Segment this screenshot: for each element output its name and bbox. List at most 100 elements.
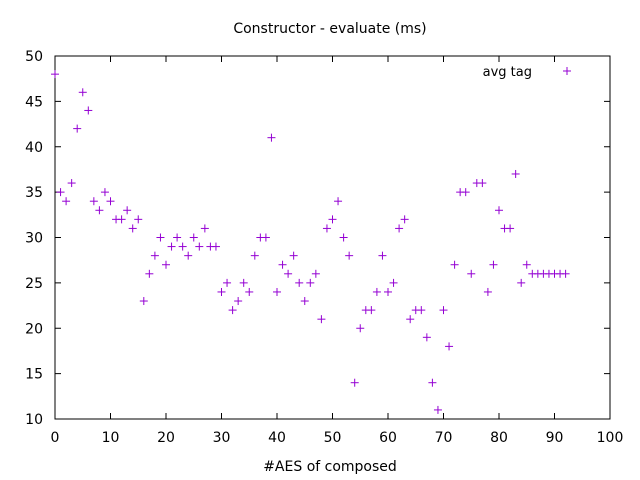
data-point bbox=[89, 197, 98, 206]
data-point bbox=[56, 188, 65, 197]
x-axis-label: #AES of composed bbox=[263, 459, 397, 475]
data-point bbox=[384, 287, 392, 296]
x-tick-label: 60 bbox=[379, 430, 397, 446]
x-tick-label: 70 bbox=[435, 430, 453, 446]
data-point bbox=[189, 233, 198, 242]
data-point bbox=[389, 278, 398, 287]
legend-marker bbox=[563, 67, 571, 75]
data-point bbox=[284, 269, 293, 278]
data-point bbox=[73, 124, 82, 133]
tick-labels: 0 10 20 30 40 50 60 70 80 90 100 10 15 20 25 30 35 40 45 50 bbox=[25, 49, 623, 446]
x-tick-label: 10 bbox=[102, 430, 120, 446]
data-point bbox=[134, 215, 143, 224]
data-point bbox=[517, 278, 526, 287]
data-point bbox=[311, 269, 320, 278]
data-point bbox=[250, 251, 259, 260]
data-point bbox=[211, 242, 220, 251]
data-point bbox=[223, 278, 232, 287]
y-tick-label: 40 bbox=[25, 140, 43, 156]
data-point bbox=[178, 242, 187, 251]
data-point bbox=[62, 197, 71, 206]
data-point bbox=[372, 287, 381, 296]
y-tick-label: 10 bbox=[25, 412, 43, 428]
data-point bbox=[428, 378, 437, 387]
data-point bbox=[350, 378, 359, 387]
data-point bbox=[317, 315, 326, 324]
data-point bbox=[506, 224, 515, 233]
x-tick-label: 80 bbox=[490, 430, 508, 446]
data-point bbox=[289, 251, 298, 260]
data-point bbox=[123, 206, 132, 215]
y-tick-label: 45 bbox=[25, 94, 43, 110]
data-point bbox=[345, 251, 354, 260]
data-point bbox=[367, 306, 376, 315]
axis-ticks bbox=[54, 55, 611, 420]
data-point bbox=[195, 242, 204, 251]
x-tick-label: 50 bbox=[324, 430, 342, 446]
data-point bbox=[467, 269, 476, 278]
data-point bbox=[406, 315, 415, 324]
data-point bbox=[100, 188, 109, 197]
x-tick-label: 40 bbox=[268, 430, 286, 446]
plot-area-frame bbox=[54, 55, 611, 420]
data-point bbox=[483, 287, 492, 296]
data-point bbox=[417, 306, 426, 315]
data-point bbox=[234, 297, 243, 306]
data-point bbox=[162, 260, 170, 269]
y-tick-label: 20 bbox=[25, 321, 43, 337]
data-point bbox=[78, 88, 87, 97]
legend: avg tag bbox=[483, 65, 571, 80]
data-point bbox=[522, 260, 531, 269]
data-point bbox=[356, 324, 365, 333]
data-point bbox=[278, 260, 287, 269]
data-point bbox=[106, 197, 115, 206]
data-point bbox=[339, 233, 348, 242]
data-point bbox=[145, 269, 154, 278]
legend-label-avg-tag: avg tag bbox=[483, 65, 532, 80]
data-point bbox=[295, 278, 304, 287]
data-point bbox=[450, 260, 459, 269]
data-point bbox=[167, 242, 176, 251]
data-point bbox=[228, 306, 237, 315]
data-point bbox=[328, 215, 337, 224]
data-point bbox=[217, 287, 226, 296]
x-tick-label: 30 bbox=[213, 430, 231, 446]
data-point bbox=[245, 287, 254, 296]
x-tick-label: 90 bbox=[546, 430, 564, 446]
data-point bbox=[184, 251, 193, 260]
y-tick-label: 30 bbox=[25, 231, 43, 247]
x-tick-label: 20 bbox=[157, 430, 175, 446]
data-point bbox=[433, 405, 442, 414]
data-point bbox=[67, 179, 76, 188]
data-points bbox=[51, 70, 570, 414]
data-point bbox=[495, 206, 503, 215]
data-point bbox=[156, 233, 165, 242]
data-point bbox=[173, 233, 182, 242]
data-point bbox=[461, 188, 470, 197]
data-point bbox=[273, 287, 281, 296]
data-point bbox=[439, 306, 448, 315]
y-tick-label: 25 bbox=[25, 276, 43, 292]
data-point bbox=[322, 224, 331, 233]
data-point bbox=[400, 215, 409, 224]
x-tick-label: 0 bbox=[51, 430, 60, 446]
data-point bbox=[95, 206, 104, 215]
data-point bbox=[445, 342, 454, 351]
data-point bbox=[306, 278, 315, 287]
legend-marker-plus bbox=[563, 67, 571, 75]
data-point bbox=[200, 224, 209, 233]
data-point bbox=[300, 297, 309, 306]
chart-title: Constructor - evaluate (ms) bbox=[233, 21, 426, 37]
data-point bbox=[561, 269, 570, 278]
data-point bbox=[511, 169, 520, 178]
data-point bbox=[267, 133, 276, 142]
data-point bbox=[489, 260, 498, 269]
data-point bbox=[239, 278, 248, 287]
data-point bbox=[150, 251, 159, 260]
data-point bbox=[51, 70, 59, 79]
data-point bbox=[334, 197, 343, 206]
y-tick-label: 35 bbox=[25, 185, 43, 201]
data-point bbox=[84, 106, 93, 115]
x-tick-label: 100 bbox=[597, 430, 624, 446]
data-point bbox=[261, 233, 270, 242]
